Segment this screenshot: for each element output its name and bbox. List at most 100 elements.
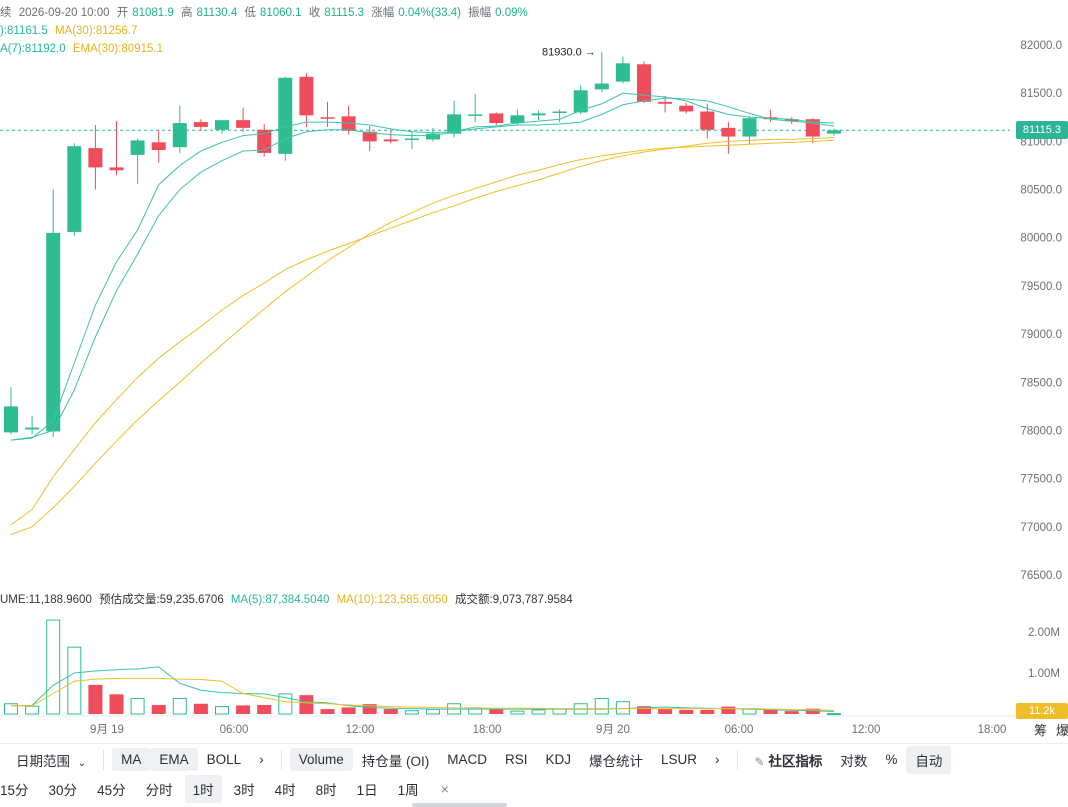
time-axis-label: 12:00 <box>346 724 375 736</box>
ema7-value: A(7):81192.0 <box>0 43 66 55</box>
time-axis-label: 9月 20 <box>596 724 630 736</box>
volume-bar <box>700 709 715 714</box>
candle-body <box>383 139 398 142</box>
low-label: 低 <box>244 7 256 19</box>
volume-bar <box>784 711 799 714</box>
interval-1h[interactable]: 1时 <box>184 775 222 803</box>
high-price-annotation: 81930.0 → <box>542 47 596 59</box>
volume-bar <box>341 707 356 714</box>
open-label: 开 <box>116 7 129 19</box>
interval-1w[interactable]: 1周 <box>397 783 419 798</box>
candle-body <box>320 117 335 119</box>
chevron-right-icon[interactable]: › <box>259 752 264 767</box>
close-label: 收 <box>308 7 321 19</box>
indicator-ema[interactable]: EMA <box>150 748 198 771</box>
price-axis-label: 79000.0 <box>1020 329 1062 341</box>
interval-1d[interactable]: 1日 <box>356 783 378 798</box>
indicator-ma[interactable]: MA <box>112 748 151 771</box>
volume-bar <box>721 706 736 714</box>
indicator-lsur[interactable]: LSUR <box>661 752 698 767</box>
volume-bar <box>320 709 335 714</box>
volume-bar <box>510 710 525 715</box>
candle-body <box>172 123 187 148</box>
candle-body <box>637 64 651 102</box>
candle-body <box>510 115 525 124</box>
auto-scale-toggle[interactable]: 自动 <box>906 745 952 774</box>
candle-body <box>594 83 609 90</box>
high-value: 81130.4 <box>196 7 238 19</box>
candle-body <box>700 111 715 130</box>
close-icon[interactable]: × <box>440 781 449 797</box>
volume-bar <box>826 713 841 716</box>
volume-bar <box>489 709 504 714</box>
interval-3h[interactable]: 3时 <box>233 783 255 798</box>
indicator-macd[interactable]: MACD <box>447 752 487 767</box>
candle-body <box>721 127 736 137</box>
indicator-rsi[interactable]: RSI <box>504 752 528 767</box>
volume-bar <box>383 709 398 714</box>
volume-ma5-line <box>10 666 834 713</box>
interval-8h[interactable]: 8时 <box>315 783 337 798</box>
close-value: 81115.3 <box>324 7 365 19</box>
open-value: 81081.9 <box>132 7 174 19</box>
volume-bar <box>615 701 630 715</box>
change-label: 涨幅 <box>371 7 395 19</box>
indicator-volume[interactable]: Volume <box>289 748 353 771</box>
turnover-value: 成交额:9,073,787.9584 <box>455 594 573 606</box>
volume-bar <box>25 705 40 715</box>
volume-bar <box>257 704 272 714</box>
ma30-value: MA(30):81256.7 <box>54 25 138 37</box>
horizontal-scrollbar[interactable] <box>412 803 507 807</box>
volume-bar <box>299 695 314 714</box>
community-indicators-button[interactable]: ✎ 社区指标 <box>746 746 832 774</box>
volume-bar <box>215 706 229 715</box>
indicator-boll[interactable]: BOLL <box>206 752 242 767</box>
candle-body <box>130 140 145 155</box>
interval-4h[interactable]: 4时 <box>274 783 296 798</box>
time-axis-label: 06:00 <box>220 724 249 736</box>
interval-45m[interactable]: 45分 <box>97 783 126 798</box>
candle-body <box>658 101 673 104</box>
interval-toolbar: 15分 30分 45分 分时 1时 3时 4时 8时 1日 1周 × <box>0 775 1068 803</box>
indicator-kdj[interactable]: KDJ <box>545 752 572 767</box>
interval-timeshare[interactable]: 分时 <box>145 783 173 798</box>
interval-15m[interactable]: 15分 <box>0 783 29 798</box>
volume-bar <box>109 694 124 714</box>
candle-body <box>742 118 757 137</box>
indicator-liquidation[interactable]: 爆仓统计 <box>589 753 644 769</box>
volume-value: UME:11,188.9600 <box>0 594 92 606</box>
candle-body <box>151 142 166 151</box>
candle-body <box>447 114 462 134</box>
volume-bar <box>531 709 546 715</box>
volume-bar <box>362 704 377 714</box>
volume-bar <box>46 619 61 715</box>
chevron-down-icon: ⌄ <box>77 757 87 769</box>
log-scale-toggle[interactable]: 对数 <box>840 753 868 769</box>
high-label: 高 <box>181 7 193 19</box>
current-price-tag: 81115.3 <box>1016 121 1068 139</box>
interval-30m[interactable]: 30分 <box>48 783 78 798</box>
candle-body <box>46 232 61 432</box>
indicator-open-interest[interactable]: 持仓量 (OI) <box>361 753 430 769</box>
amplitude-label: 振幅 <box>468 7 492 19</box>
volume-bar <box>172 697 187 715</box>
price-axis-label: 78000.0 <box>1020 425 1062 437</box>
side-tab-label: 爆 <box>1056 723 1068 738</box>
candle-body <box>193 122 208 127</box>
volume-axis-label: 2.00M <box>1028 627 1060 639</box>
divider <box>736 749 738 770</box>
side-tab-label: 筹 <box>1034 723 1047 738</box>
chevron-right-icon[interactable]: › <box>715 752 720 767</box>
candle-body <box>784 119 799 122</box>
edit-icon: ✎ <box>754 754 765 769</box>
price-axis-label: 77500.0 <box>1020 474 1062 486</box>
price-axis-label: 79500.0 <box>1020 281 1062 293</box>
candlestick-chart[interactable]: 82000.0 81500.0 81000.0 80500.0 80000.0 79500… <box>0 0 1068 743</box>
divider <box>103 749 105 770</box>
price-axis-label: 80000.0 <box>1020 233 1062 245</box>
candle-body <box>109 167 124 171</box>
date-range-dropdown[interactable]: 日期范围 ⌄ <box>0 746 95 774</box>
percent-scale-toggle[interactable]: % <box>885 752 898 767</box>
ohlc-prefix: 续 <box>0 7 12 19</box>
current-volume-tag: 11.2k <box>1016 703 1068 719</box>
